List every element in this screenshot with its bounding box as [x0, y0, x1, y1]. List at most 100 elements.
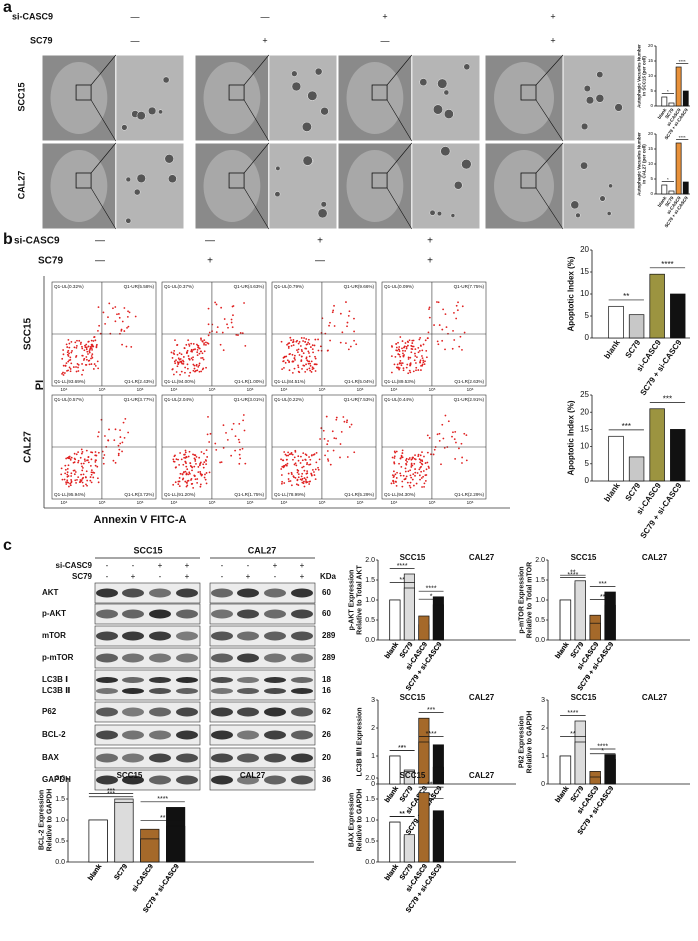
flow-tick-label: 10⁴: [171, 387, 178, 392]
flow-event: [87, 461, 90, 464]
flow-event: [332, 309, 335, 312]
flow-event: [92, 476, 95, 479]
flow-event: [280, 482, 283, 485]
flow-event: [424, 360, 426, 363]
flow-event: [90, 355, 93, 357]
flow-event: [63, 372, 66, 374]
flow-event: [424, 474, 427, 477]
flow-event: [173, 360, 176, 363]
flow-event: [302, 364, 305, 367]
flow-event: [77, 370, 80, 372]
flow-event: [436, 301, 438, 303]
y-tick-label: 0: [585, 333, 590, 342]
flow-event: [184, 449, 187, 452]
flow-event: [280, 340, 283, 343]
flow-event: [288, 480, 290, 483]
flow-event: [329, 463, 332, 466]
quadrant-label: Q1-UL(0.37%): [164, 284, 194, 289]
flow-event: [73, 469, 76, 472]
sign: -: [106, 572, 109, 581]
em-zoom-image: [268, 142, 338, 230]
flow-event: [69, 370, 72, 373]
flow-event: [186, 468, 189, 471]
flow-event: [67, 369, 70, 372]
flow-event: [82, 473, 85, 476]
flow-event: [412, 339, 415, 342]
kda-value: 289: [322, 631, 336, 640]
blot-band: [291, 707, 313, 717]
y-tick-label: 2: [371, 725, 375, 732]
vacuole: [133, 188, 141, 196]
flow-event: [90, 473, 93, 476]
vacuole: [570, 200, 580, 210]
blot-band: [122, 631, 144, 641]
category-label: si-CASC9: [131, 863, 155, 893]
flow-event: [75, 370, 78, 373]
flow-event: [426, 434, 429, 437]
flow-event: [302, 352, 305, 355]
flow-tick-label: 10⁶: [137, 500, 144, 505]
flow-event: [196, 344, 199, 347]
blot-band: [211, 609, 233, 619]
flow-event: [339, 312, 342, 315]
blot-band: [149, 677, 171, 683]
flow-event: [94, 464, 97, 467]
quadrant-label: Q1-LR(5.29%): [344, 492, 374, 497]
flow-tick-label: 10⁶: [357, 500, 364, 505]
group-title: CAL27: [240, 771, 266, 780]
protein-label: BAX: [42, 753, 60, 762]
flow-event: [230, 454, 233, 457]
flow-event: [61, 373, 63, 375]
flow-event: [394, 473, 397, 476]
quadrant-label: Q1-UL(0.22%): [274, 397, 304, 402]
y-tick-label: 0: [650, 103, 653, 108]
flow-event: [215, 448, 218, 451]
y-axis-label: Relative to Total mTOR: [527, 562, 534, 638]
flow-event: [82, 359, 85, 361]
blot-band: [237, 775, 259, 785]
flow-event: [243, 429, 246, 432]
significance-label: ****: [426, 731, 437, 738]
em-inset-box: [228, 172, 245, 189]
flow-event: [421, 355, 423, 357]
flow-event: [187, 339, 190, 342]
flow-event: [295, 340, 298, 343]
bar: [574, 580, 586, 641]
flow-event: [202, 466, 205, 469]
flow-event: [288, 453, 291, 456]
vacuole: [608, 183, 613, 189]
vacuole: [580, 122, 589, 131]
flow-event: [395, 349, 398, 352]
flow-event: [333, 325, 336, 327]
kda-value: 18: [322, 675, 331, 684]
flow-event: [306, 470, 309, 473]
flow-event: [399, 336, 402, 338]
flow-event: [398, 350, 401, 353]
flow-event: [417, 346, 420, 349]
flow-event: [185, 456, 188, 458]
flow-event: [176, 361, 179, 363]
flow-event: [66, 351, 69, 354]
blot-band: [122, 775, 144, 785]
category-label: SC79: [624, 481, 643, 503]
flow-event: [117, 444, 120, 447]
flow-event: [199, 485, 202, 488]
flow-tick-label: 10⁵: [209, 500, 216, 505]
flow-event: [425, 468, 428, 471]
flow-event: [219, 461, 222, 464]
em-cell: [50, 150, 108, 222]
flow-event: [173, 455, 176, 458]
flow-event: [413, 462, 416, 465]
group-label: CAL27: [248, 545, 277, 555]
flow-event: [327, 440, 329, 442]
sign: —: [131, 35, 140, 45]
flow-event: [307, 338, 310, 341]
y-tick-label: 0: [585, 476, 590, 485]
flow-event: [79, 343, 82, 345]
blot-band: [149, 653, 171, 663]
flow-event: [177, 483, 180, 486]
flow-tick-label: 10⁵: [429, 387, 436, 392]
flow-event: [390, 345, 393, 347]
blot-band: [176, 730, 198, 740]
flow-event: [190, 348, 193, 351]
